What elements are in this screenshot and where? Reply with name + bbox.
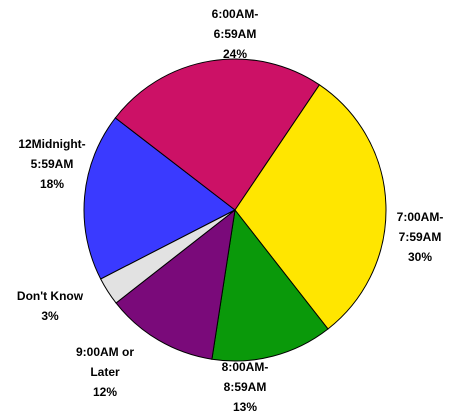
slice-label: 5:59AM	[31, 157, 74, 171]
slice-label: Later	[90, 365, 120, 379]
value-label: 30%	[408, 250, 432, 264]
value-label: 12%	[93, 385, 117, 399]
slice-label: Don't Know	[17, 289, 84, 303]
pie-slice	[234, 84, 387, 330]
pie-slice	[100, 209, 236, 304]
slice-label: 6:00AM-	[212, 7, 259, 21]
slice-label: 7:59AM	[399, 230, 442, 244]
pie-slice	[211, 208, 329, 362]
slice-label: 8:59AM	[224, 380, 267, 394]
pie-slice	[115, 208, 236, 360]
value-label: 24%	[223, 47, 247, 61]
slice-label: 9:00AM or	[76, 345, 134, 359]
slice-label: 12Midnight-	[18, 137, 85, 151]
value-label: 13%	[233, 400, 257, 414]
slice-label: 6:59AM	[214, 27, 257, 41]
slice-label: 7:00AM-	[397, 210, 444, 224]
pie-slice	[114, 58, 321, 211]
value-label: 18%	[40, 177, 64, 191]
pie-slice	[83, 117, 236, 280]
slice-label: 8:00AM-	[222, 360, 269, 374]
value-label: 3%	[41, 309, 59, 323]
